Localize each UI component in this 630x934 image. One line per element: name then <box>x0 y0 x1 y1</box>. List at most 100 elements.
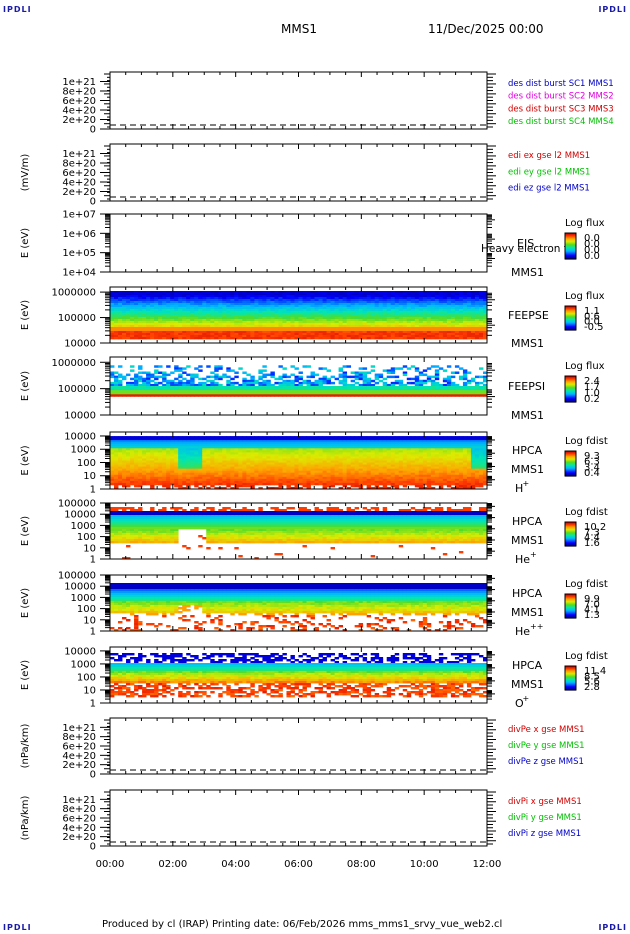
spectrogram-cell <box>358 299 364 302</box>
spectrogram-cell <box>190 383 195 387</box>
spectrogram-cell <box>310 386 315 389</box>
spectrogram-cell <box>466 315 472 318</box>
spectrogram-cell <box>134 450 139 453</box>
spectrogram-cell <box>278 482 283 486</box>
spectrogram-cell <box>342 388 348 391</box>
spectrogram-cell <box>198 313 203 316</box>
spectrogram-cell <box>330 307 335 310</box>
spectrogram-cell <box>474 305 480 308</box>
spectrogram-cell <box>118 442 123 445</box>
spectrogram-cell <box>146 444 151 447</box>
spectrogram-cell <box>198 460 203 463</box>
spectrogram-cell <box>306 337 311 340</box>
spectrogram-cell <box>278 456 283 459</box>
spectrogram-cell <box>382 301 388 304</box>
spectrogram-cell <box>290 462 295 465</box>
instrument-label: FEEPSE <box>508 309 549 322</box>
spectrogram-cell <box>150 456 155 459</box>
spectrogram-cell <box>366 301 372 304</box>
spectrogram-cell <box>222 291 227 294</box>
spectrogram-cell <box>150 480 155 484</box>
spectrogram-cell <box>294 468 299 472</box>
spectrogram-cell <box>266 319 271 322</box>
spectrogram-cell <box>206 293 211 296</box>
spectrogram-cell <box>126 307 131 310</box>
spectrogram-cell <box>178 309 183 312</box>
colorbar-swatch <box>565 238 576 240</box>
spectrogram-cell <box>222 386 227 389</box>
spectrogram-cell <box>214 319 219 322</box>
spectrogram-cell <box>162 390 167 393</box>
spectrogram-cell <box>270 392 275 395</box>
spectrogram-cell <box>274 482 279 486</box>
spectrogram-cell <box>410 301 416 304</box>
spectrogram-cell <box>346 293 352 296</box>
spectrogram-cell <box>378 305 384 308</box>
spectrogram-cell <box>150 373 155 377</box>
spectrogram-cell <box>310 329 315 332</box>
spectrogram-cell <box>134 386 139 389</box>
spectrogram-cell <box>390 305 396 308</box>
spectrogram-cell <box>110 321 115 324</box>
spectrogram-cell <box>154 470 159 474</box>
spectrogram-cell <box>318 307 323 310</box>
spectrogram-cell <box>382 333 388 336</box>
spectrogram-cell <box>202 390 207 393</box>
spectrogram-cell <box>442 390 448 393</box>
spectrogram-cell <box>154 454 159 457</box>
spectrogram-cell <box>198 478 203 482</box>
spectrogram-cell <box>374 307 380 310</box>
spectrogram-cell <box>358 394 364 397</box>
spectrogram-cell <box>274 478 279 482</box>
spectrogram-cell <box>474 291 480 294</box>
spectrogram-cell <box>254 295 259 298</box>
spectrogram-cell <box>162 468 167 472</box>
spectrogram-cell <box>118 307 123 310</box>
spectrogram-cell <box>422 331 428 334</box>
spectrogram-cell <box>382 377 388 381</box>
spectrogram-cell <box>190 307 195 310</box>
spectrogram-cell <box>250 476 255 480</box>
spectrogram-cell <box>270 313 275 316</box>
spectrogram-cell <box>358 392 364 395</box>
spectrogram-cell <box>214 386 219 389</box>
spectrogram-cell <box>298 383 303 387</box>
spectrogram-cell <box>154 311 159 314</box>
spectrogram-cell <box>222 474 227 478</box>
spectrogram-cell <box>306 381 311 385</box>
spectrogram-cell <box>130 450 135 453</box>
spectrogram-cell <box>386 321 392 324</box>
spectrogram-cell <box>374 373 380 377</box>
spectrogram-cell <box>174 440 179 443</box>
spectrogram-cell <box>214 293 219 296</box>
spectrogram-cell <box>122 337 127 340</box>
spectrogram-cell <box>442 386 448 389</box>
spectrogram-cell <box>166 291 171 294</box>
spectrogram-cell <box>466 392 472 395</box>
spectrogram-cell <box>146 295 151 298</box>
spectrogram-cell <box>250 474 255 478</box>
spectrogram-cell <box>386 311 392 314</box>
spectrogram-cell <box>142 386 147 389</box>
colorbar-swatch <box>565 257 576 259</box>
spectrogram-cell <box>266 291 271 294</box>
spectrogram-cell <box>254 386 259 389</box>
spectrogram-cell <box>202 442 207 445</box>
spectrogram-cell <box>118 293 123 296</box>
spectrogram-cell <box>386 291 392 294</box>
spectrogram-cell <box>302 327 307 330</box>
spectrogram-cell <box>470 301 476 304</box>
spectrogram-cell <box>146 468 151 472</box>
legend-entry: des dist burst SC2 MMS2 <box>508 92 614 102</box>
spectrogram-cell <box>338 307 344 310</box>
spectrogram-cell <box>354 390 360 393</box>
mission-label: MMS1 <box>511 337 544 350</box>
spectrogram-cell <box>258 301 263 304</box>
panel-4-cells <box>110 291 488 340</box>
spectrogram-cell <box>458 295 464 298</box>
spectrogram-cell <box>170 464 175 468</box>
spectrogram-cell <box>206 486 211 490</box>
spectrogram-cell <box>282 333 287 336</box>
spectrogram-cell <box>210 446 215 449</box>
spectrogram-cell <box>122 476 127 480</box>
